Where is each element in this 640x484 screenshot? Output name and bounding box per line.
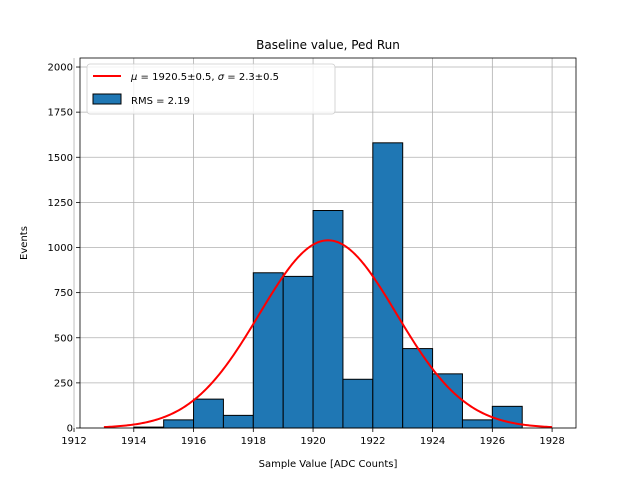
y-axis-ticks: 0 250 500 750 1000 1250 1500 1750 2000 xyxy=(48,63,80,435)
x-tick-label: 1918 xyxy=(241,436,266,447)
x-tick-label: 1922 xyxy=(360,436,385,447)
chart-title: Baseline value, Ped Run xyxy=(256,38,400,52)
histogram-bar xyxy=(342,378,374,429)
y-tick-label: 750 xyxy=(54,288,73,299)
histogram-bar xyxy=(163,419,195,429)
x-tick-label: 1914 xyxy=(121,436,146,447)
plot-frame xyxy=(79,57,577,429)
histogram-bar xyxy=(461,419,493,429)
y-tick-label: 1250 xyxy=(48,198,73,209)
legend: μ = 1920.5±0.5, σ = 2.3±0.5 RMS = 2.19 xyxy=(86,63,336,115)
histogram-bar xyxy=(372,142,404,429)
y-tick-label: 1500 xyxy=(48,153,73,164)
legend-sigma-value: = 2.3±0.5 xyxy=(224,72,279,83)
y-tick-label: 1750 xyxy=(48,108,73,119)
y-tick-label: 1000 xyxy=(48,243,73,254)
legend-box xyxy=(86,63,336,115)
x-tick-label: 1920 xyxy=(300,436,325,447)
x-axis-label: Sample Value [ADC Counts] xyxy=(259,459,398,470)
histogram-bar xyxy=(402,348,434,429)
legend-sigma-symbol: σ xyxy=(218,72,225,83)
x-tick-label: 1926 xyxy=(480,436,505,447)
x-tick-label: 1924 xyxy=(420,436,445,447)
legend-fit-label: μ = 1920.5±0.5, σ = 2.3±0.5 xyxy=(130,72,279,83)
legend-histogram-patch xyxy=(92,93,122,105)
histogram-bar xyxy=(222,414,254,429)
histogram-bar xyxy=(252,272,284,429)
y-tick-label: 0 xyxy=(67,424,73,435)
x-tick-label: 1912 xyxy=(61,436,86,447)
legend-mu-symbol: μ xyxy=(130,72,137,83)
fit-curve-group xyxy=(103,239,553,429)
y-axis-label: Events xyxy=(19,226,30,260)
y-tick-label: 500 xyxy=(54,333,73,344)
y-tick-label: 250 xyxy=(54,378,73,389)
x-tick-label: 1928 xyxy=(539,436,564,447)
histogram-bar xyxy=(282,275,314,429)
histogram-bar xyxy=(432,373,463,429)
fit-curve xyxy=(103,239,553,429)
legend-histogram-label: RMS = 2.19 xyxy=(131,96,190,107)
legend-mu-value: = 1920.5±0.5, xyxy=(137,72,217,83)
y-tick-label: 2000 xyxy=(48,63,73,74)
histogram-bar xyxy=(193,398,224,429)
x-tick-label: 1916 xyxy=(181,436,206,447)
x-axis-ticks: 1912 1914 1916 1918 1920 1922 1924 1926 1928 xyxy=(61,428,565,447)
